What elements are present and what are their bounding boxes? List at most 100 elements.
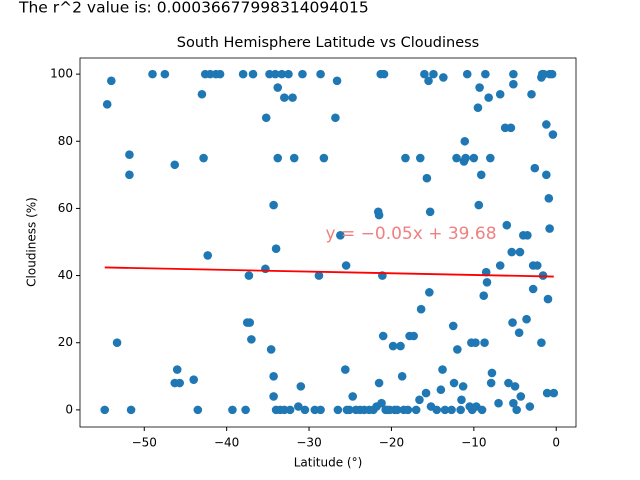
scatter-point <box>277 69 287 79</box>
y-tick-label: 80 <box>58 134 73 148</box>
scatter-point <box>280 93 289 102</box>
scatter-point <box>285 405 295 415</box>
scatter-point <box>421 388 431 398</box>
scatter-point <box>319 153 329 163</box>
scatter-point <box>244 271 254 280</box>
scatter-point <box>479 291 489 301</box>
scatter-point <box>316 405 325 415</box>
scatter-point <box>523 230 532 240</box>
scatter-point <box>397 372 407 381</box>
scatter-point <box>415 153 425 163</box>
scatter-point <box>471 338 480 348</box>
scatter-point <box>452 153 461 163</box>
scatter-point <box>409 331 418 341</box>
scatter-point <box>215 69 225 79</box>
scatter-point <box>271 244 281 254</box>
scatter-point <box>530 163 540 173</box>
scatter-point <box>125 170 134 180</box>
scatter-point <box>269 372 278 381</box>
scatter-point <box>477 405 487 415</box>
scatter-point <box>509 69 518 79</box>
scatter-point <box>175 378 184 388</box>
scatter-point <box>300 405 310 415</box>
scatter-point <box>422 173 432 183</box>
scatter-point <box>544 194 554 203</box>
scatter-point <box>514 328 524 337</box>
r-squared-text: The r^2 value is: 0.00036677998314094015 <box>18 0 369 17</box>
scatter-point <box>333 405 343 415</box>
scatter-point <box>345 405 354 415</box>
y-tick-label: 20 <box>58 335 73 349</box>
scatter-point <box>374 210 384 220</box>
scatter-point <box>522 314 531 324</box>
scatter-point <box>170 160 180 170</box>
scatter-point <box>160 69 170 79</box>
scatter-point <box>432 405 442 415</box>
scatter-point <box>504 378 513 388</box>
scatter-point <box>314 271 324 280</box>
scatter-point <box>502 220 512 230</box>
x-axis-label: Latitude (°) <box>294 456 363 470</box>
scatter-point <box>273 153 283 163</box>
scatter-point <box>542 388 552 398</box>
scatter-point <box>392 405 402 415</box>
x-tick-label: −20 <box>379 436 404 450</box>
scatter-point <box>331 113 340 123</box>
scatter-point <box>125 150 134 159</box>
scatter-point <box>425 207 435 217</box>
scatter-point <box>107 76 116 86</box>
scatter-point <box>148 69 157 79</box>
scatter-point <box>473 103 483 112</box>
regression-line <box>104 266 554 278</box>
scatter-point <box>495 89 505 99</box>
scatter-point <box>542 120 551 129</box>
scatter-point <box>509 398 518 408</box>
scatter-point <box>238 69 248 79</box>
scatter-point <box>197 89 207 99</box>
scatter-point <box>481 69 490 79</box>
scatter-point <box>460 136 470 146</box>
scatter-point <box>549 388 559 398</box>
y-tick-label: 0 <box>65 402 73 416</box>
scatter-point <box>474 200 484 210</box>
scatter-point <box>102 100 112 109</box>
scatter-point <box>378 331 388 341</box>
scatter-point <box>508 318 517 327</box>
scatter-point <box>288 93 297 102</box>
scatter-point <box>453 345 462 354</box>
scatter-point <box>298 69 307 79</box>
scatter-point <box>482 277 492 287</box>
scatter-point <box>336 230 345 240</box>
scatter-point <box>377 398 386 408</box>
scatter-point <box>510 382 520 391</box>
scatter-point <box>284 69 293 79</box>
scatter-point <box>316 69 325 79</box>
scatter-point <box>348 392 358 401</box>
scatter-point <box>509 79 518 89</box>
scatter-point <box>456 405 465 415</box>
scatter-point <box>269 392 278 401</box>
scatter-point <box>411 405 421 415</box>
scatter-point <box>379 69 389 79</box>
scatter-point <box>449 378 459 388</box>
x-tick-label: −50 <box>132 436 157 450</box>
y-axis-label: Cloudiness (%) <box>25 197 39 287</box>
scatter-point <box>241 405 250 415</box>
scatter-point <box>457 395 466 405</box>
scatter-point <box>475 83 484 92</box>
scatter-point <box>480 338 489 348</box>
scatter-point <box>486 378 496 388</box>
scatter-point <box>532 261 542 270</box>
plot-frame <box>79 57 577 428</box>
scatter-point <box>245 318 255 327</box>
scatter-point <box>436 385 446 395</box>
scatter-point <box>415 395 424 405</box>
x-tick-label: −10 <box>461 436 486 450</box>
x-tick-label: −30 <box>296 436 321 450</box>
scatter-point <box>261 113 271 123</box>
scatter-point <box>527 89 536 99</box>
scatter-point <box>403 405 413 415</box>
scatter-point <box>100 405 110 415</box>
scatter-point <box>247 335 256 344</box>
